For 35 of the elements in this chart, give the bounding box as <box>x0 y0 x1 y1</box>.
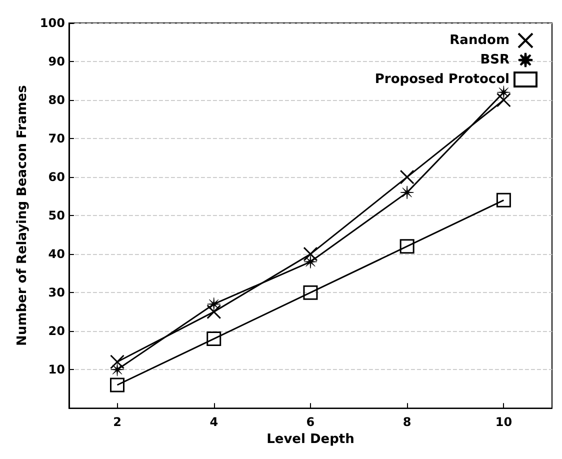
y-tick-label: 80 <box>48 93 65 108</box>
y-tick-label: 50 <box>48 208 65 223</box>
point <box>206 332 222 346</box>
x-tick-label: 6 <box>306 415 315 430</box>
y-tick-label: 90 <box>48 54 65 69</box>
point <box>110 362 124 376</box>
point <box>304 255 318 269</box>
y-tick-label: 40 <box>48 247 65 262</box>
x-tick-label: 8 <box>402 415 412 430</box>
point <box>303 285 318 300</box>
legend-label: BSR <box>480 52 510 68</box>
point <box>496 86 510 100</box>
y-axis-title: Number of Relaying Beacon Frames <box>15 84 30 346</box>
point <box>496 192 511 208</box>
y-tick-label: 20 <box>48 324 65 338</box>
point <box>400 186 414 200</box>
point <box>496 92 511 108</box>
point <box>400 170 414 184</box>
x-axis-title: Level Depth <box>266 432 354 447</box>
point <box>110 354 125 370</box>
point <box>206 304 222 320</box>
point <box>110 378 125 392</box>
point <box>303 246 318 262</box>
y-tick-label: 30 <box>48 286 65 300</box>
x-tick-label: 10 <box>495 415 512 430</box>
x-tick-label: 4 <box>210 415 218 430</box>
y-tick-label: 70 <box>48 132 65 146</box>
y-tick-label: 10 <box>48 362 65 377</box>
x-tick-label: 2 <box>113 415 122 430</box>
point <box>207 297 221 311</box>
y-tick-label: 100 <box>40 16 65 30</box>
y-tick-label: 60 <box>48 170 65 184</box>
legend-label: Proposed Protocol <box>374 72 510 87</box>
point <box>400 239 414 254</box>
legend-label: Random <box>450 33 510 48</box>
